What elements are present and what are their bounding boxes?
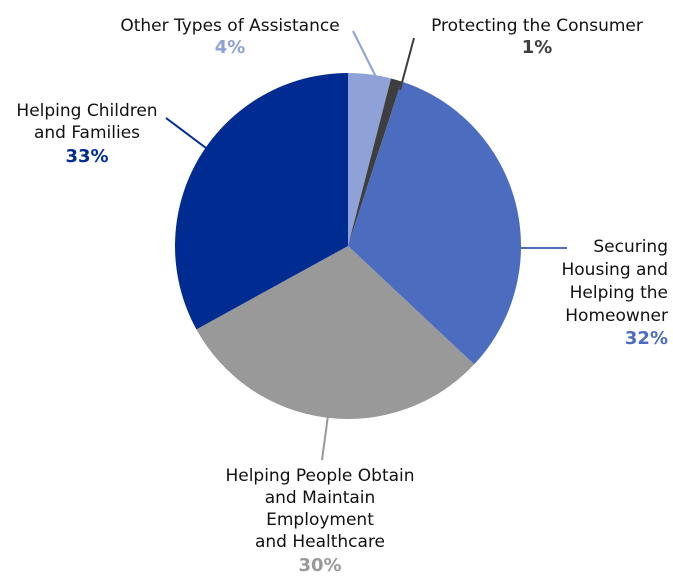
slice-label-line: Protecting the Consumer bbox=[431, 16, 643, 36]
leader-lines bbox=[165, 30, 567, 461]
pie-slice bbox=[348, 78, 402, 246]
slice-label-line: Helping People Obtain bbox=[225, 466, 414, 486]
pie-slice bbox=[196, 246, 475, 419]
pie-slice bbox=[348, 73, 392, 246]
slice-percent-label: 30% bbox=[298, 555, 341, 576]
leader-line bbox=[352, 30, 377, 78]
pie-slices bbox=[175, 73, 521, 419]
slice-percent-label: 4% bbox=[215, 37, 246, 58]
pie-slice bbox=[175, 73, 348, 330]
slice-label-line: and Families bbox=[34, 123, 140, 143]
slice-label-line: and Healthcare bbox=[255, 532, 385, 552]
slice-label-line: Homeowner bbox=[565, 306, 668, 326]
leader-line bbox=[165, 117, 207, 149]
slice-label-line: Employment bbox=[266, 510, 374, 530]
slice-label-line: Other Types of Assistance bbox=[120, 16, 339, 36]
slice-label-line: Helping Children bbox=[16, 101, 157, 121]
slice-label-line: Securing bbox=[593, 237, 668, 257]
slice-label-line: Housing and bbox=[562, 260, 669, 280]
leader-line bbox=[321, 385, 333, 461]
pie-slice bbox=[348, 81, 521, 365]
slice-percent-label: 33% bbox=[65, 146, 108, 167]
slice-label-line: and Maintain bbox=[265, 488, 376, 508]
leader-line bbox=[399, 37, 415, 91]
slice-percent-label: 32% bbox=[625, 328, 668, 349]
slice-label-line: Helping the bbox=[570, 283, 668, 303]
slice-percent-label: 1% bbox=[522, 37, 553, 58]
